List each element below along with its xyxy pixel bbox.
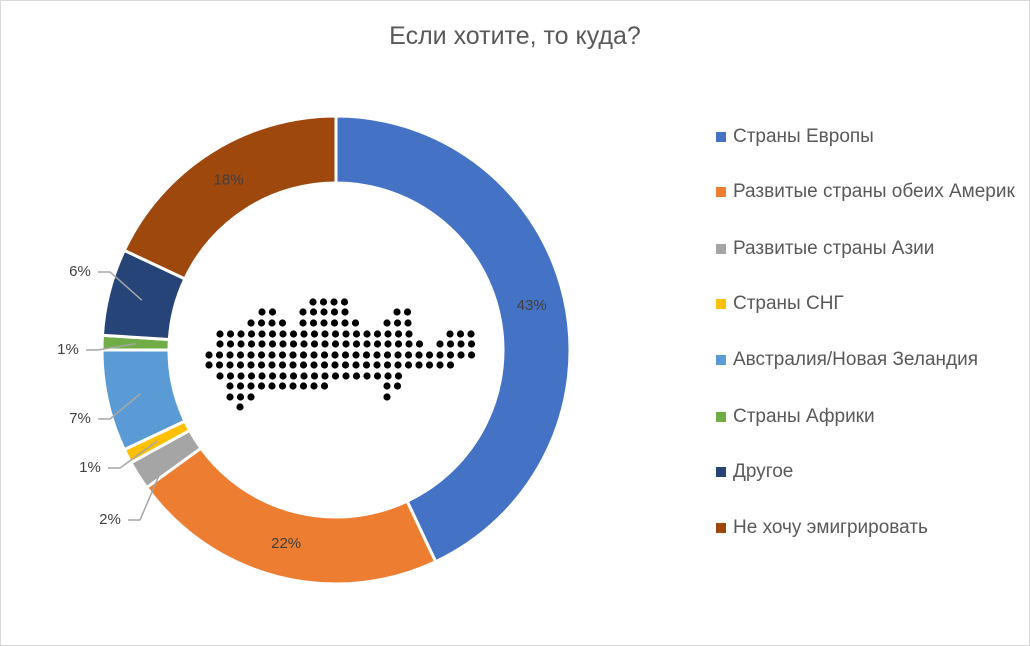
data-label: 1% [79,459,101,476]
data-label: 43% [517,297,547,314]
chart-title: Если хотите, то куда? [389,22,641,50]
legend-item: Страны Европы [716,123,1016,151]
donut-slice [334,114,572,564]
legend-item: Австралия/Новая Зеландия [716,346,1016,374]
legend-label: Страны Африки [733,406,875,427]
legend-swatch [716,412,726,422]
data-label: 22% [271,535,301,552]
leader-line [86,342,136,351]
leader-line [98,271,143,301]
data-label: 18% [214,172,244,189]
legend-swatch [716,355,726,365]
legend-label: Австралия/Новая Зеландия [733,349,979,370]
legend-item: Другое [716,458,1016,486]
legend-label: Другое [733,461,794,482]
russia-map-dots-icon [205,298,476,411]
legend-item: Страны СНГ [716,290,1016,318]
legend-item: Не хочу эмигрировать [716,514,1016,542]
data-label: 6% [69,263,91,280]
data-label: 7% [69,410,91,427]
legend-label: Страны СНГ [733,293,844,314]
legend-label: Развитые страны Азии [733,238,935,259]
leader-line [98,393,141,420]
legend-swatch [716,523,726,533]
leader-line [128,457,168,521]
data-label: 2% [99,511,121,528]
legend-swatch [716,299,726,309]
legend-swatch [716,132,726,142]
data-label: 1% [57,341,79,358]
leader-line [108,440,158,469]
legend-swatch [716,187,726,197]
legend-swatch [716,244,726,254]
legend-item: Развитые страны Азии [716,235,1016,263]
legend-item: Развитые страны обеих Америк [716,178,1016,206]
donut-slice [122,114,338,281]
legend-label: Страны Европы [733,126,874,147]
legend-label: Развитые страны обеих Америк [733,181,1015,202]
legend-swatch [716,467,726,477]
donut-slice [144,446,438,586]
legend-item: Страны Африки [716,403,1016,431]
legend-label: Не хочу эмигрировать [733,517,928,538]
